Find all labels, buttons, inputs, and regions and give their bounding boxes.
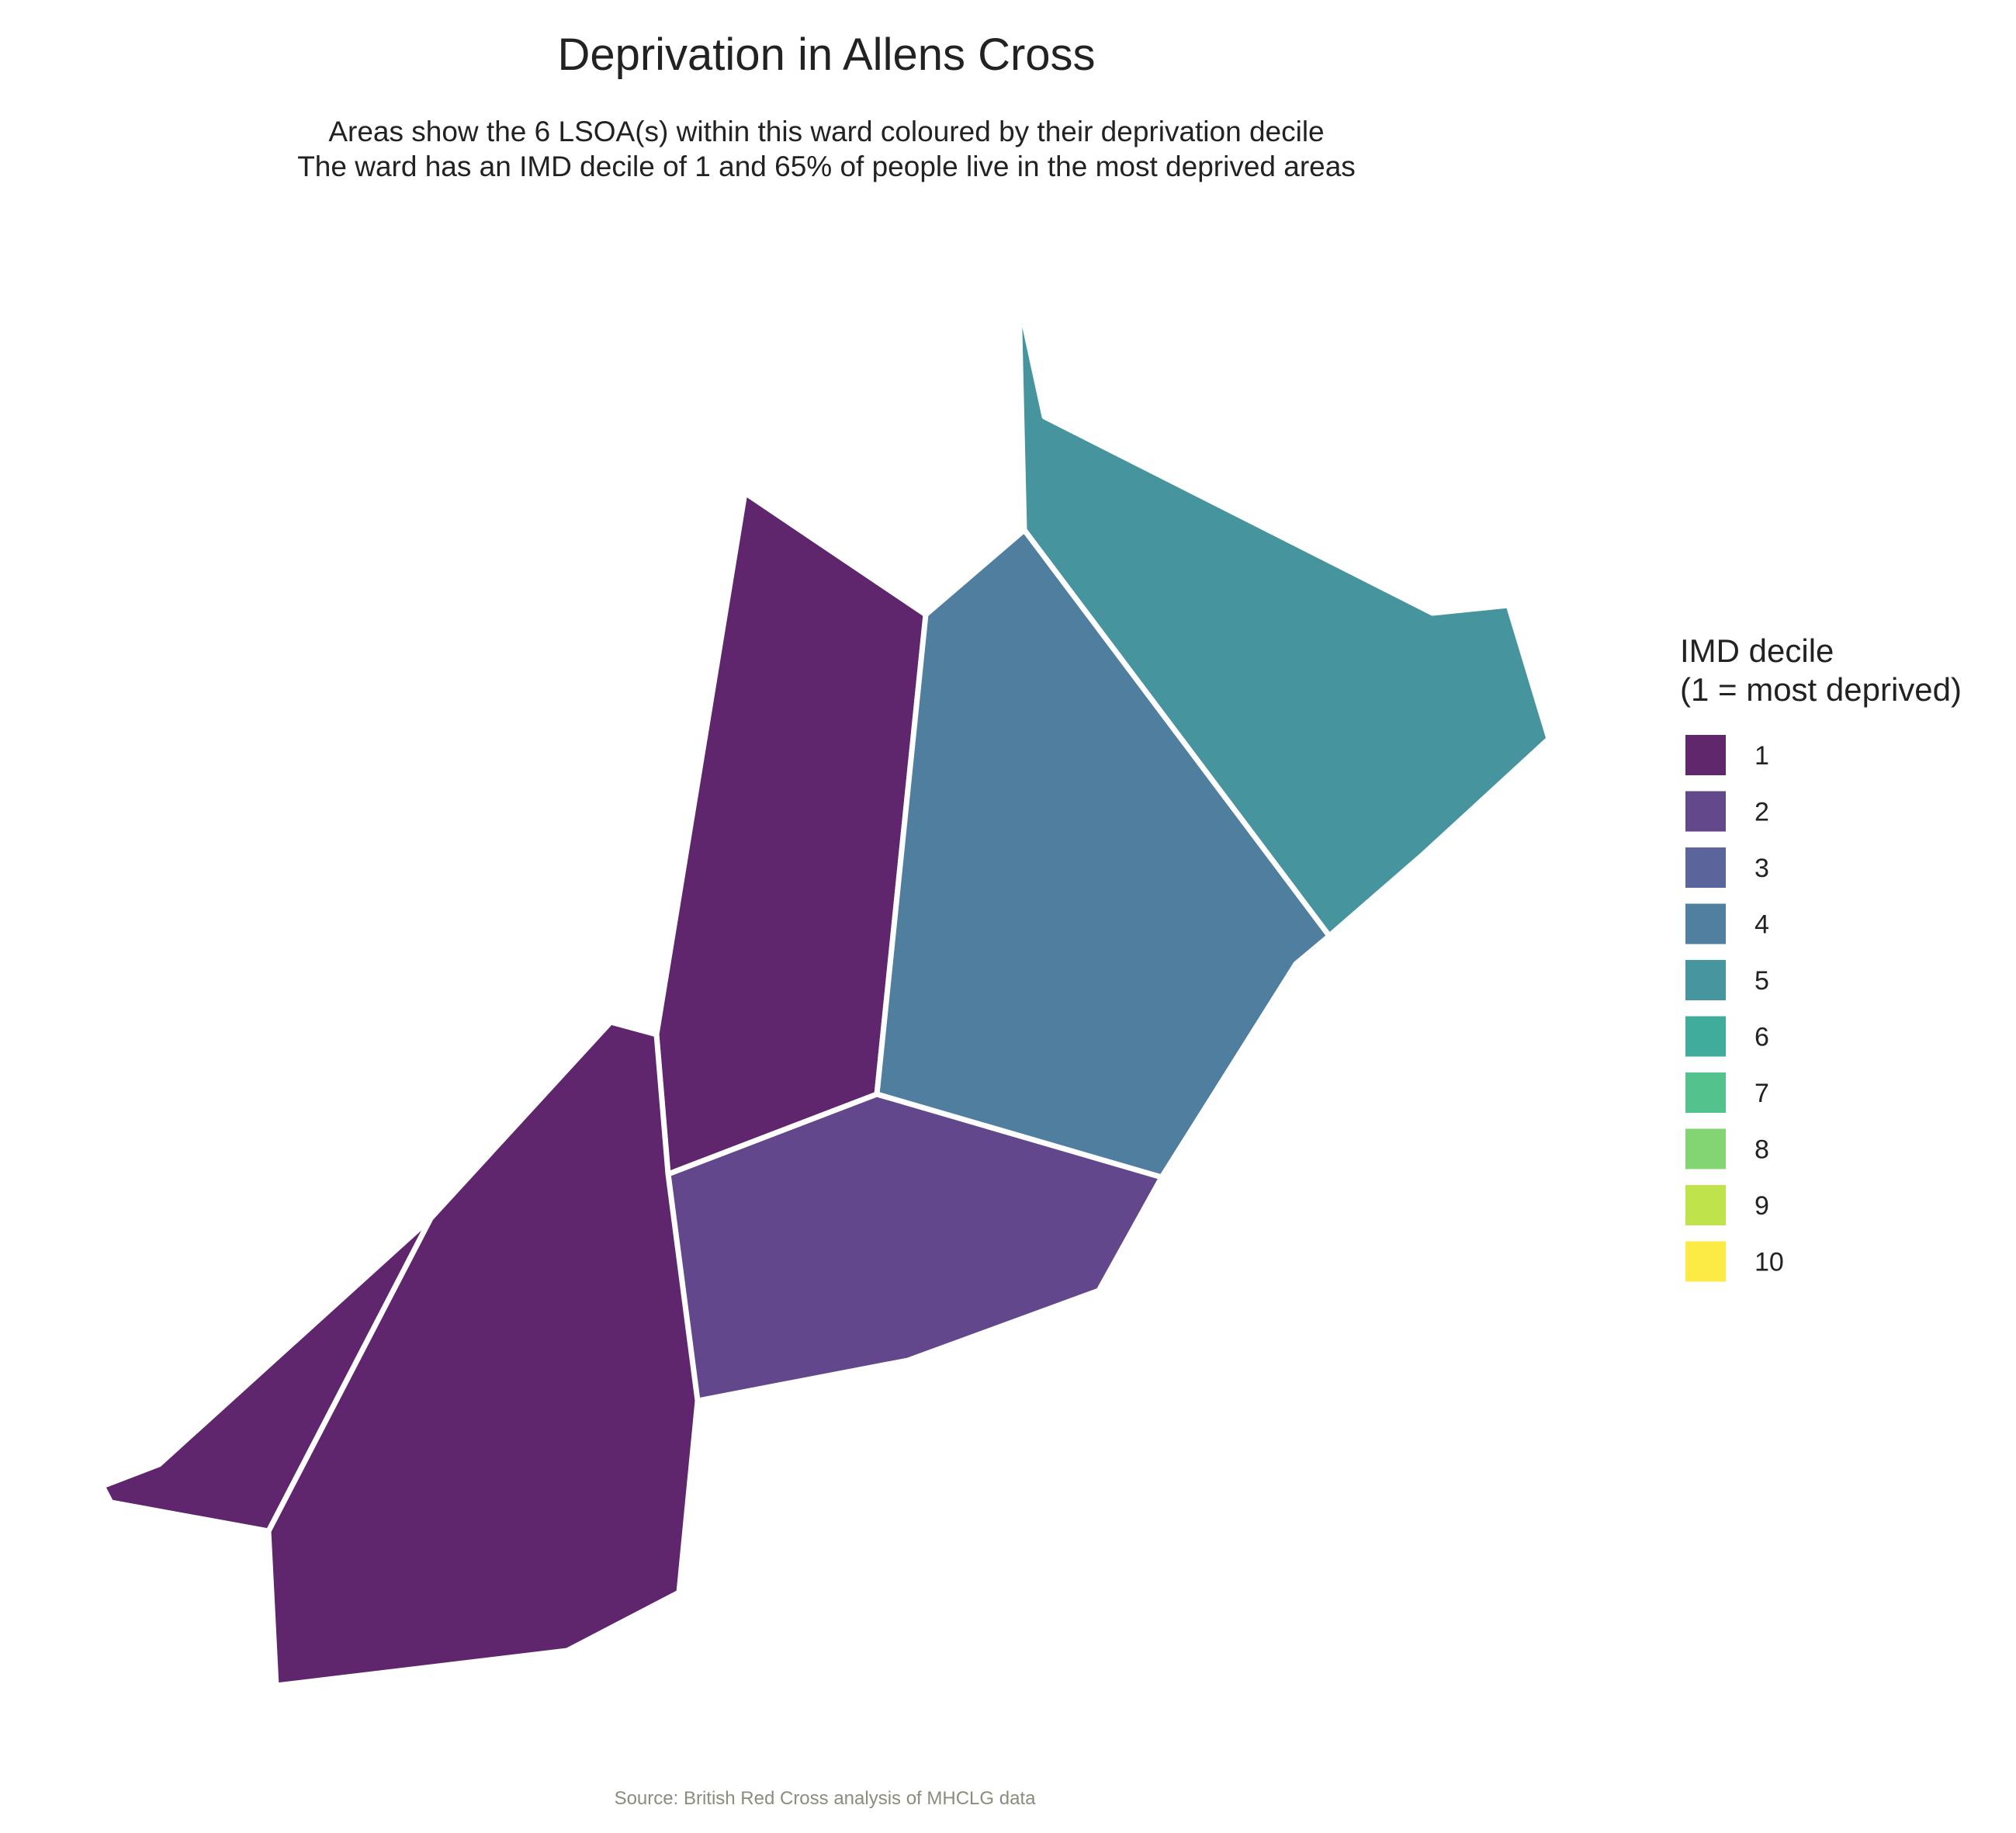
legend-key-1: [1685, 735, 1726, 775]
legend-items: 1 2 3 4 5 6 7 8 9 10: [1685, 735, 1784, 1282]
legend-label-9: 9: [1754, 1191, 1769, 1221]
legend-key-6: [1685, 1016, 1726, 1057]
legend: IMD decile (1 = most deprived) 1 2 3 4 5 6 7 8 9…: [1680, 632, 1962, 1282]
legend-label-5: 5: [1754, 966, 1769, 996]
legend-key-5: [1685, 960, 1726, 1000]
legend-key-10: [1685, 1241, 1726, 1282]
legend-key-7: [1685, 1072, 1726, 1113]
legend-label-6: 6: [1754, 1023, 1769, 1052]
legend-key-2: [1685, 791, 1726, 832]
map-subtitle-line1: Areas show the 6 LSOA(s) within this war…: [328, 116, 1324, 147]
legend-label-1: 1: [1754, 741, 1769, 771]
map-title: Deprivation in Allens Cross: [557, 29, 1095, 80]
map-subtitle-line2: The ward has an IMD decile of 1 and 65% …: [297, 151, 1356, 182]
legend-label-3: 3: [1754, 854, 1769, 883]
legend-label-8: 8: [1754, 1135, 1769, 1165]
lsoa-west-strip: [99, 1215, 434, 1534]
legend-label-2: 2: [1754, 798, 1769, 827]
legend-key-9: [1685, 1185, 1726, 1225]
lsoa-polygons: [99, 296, 1552, 1689]
source-caption: Source: British Red Cross analysis of MH…: [615, 1788, 1037, 1809]
legend-label-4: 4: [1754, 910, 1769, 940]
legend-key-4: [1685, 903, 1726, 944]
legend-label-10: 10: [1754, 1248, 1784, 1277]
legend-title-line2: (1 = most deprived): [1680, 671, 1962, 708]
legend-key-8: [1685, 1128, 1726, 1169]
legend-title-line1: IMD decile: [1680, 632, 1834, 669]
legend-key-3: [1685, 847, 1726, 888]
legend-label-7: 7: [1754, 1079, 1769, 1108]
